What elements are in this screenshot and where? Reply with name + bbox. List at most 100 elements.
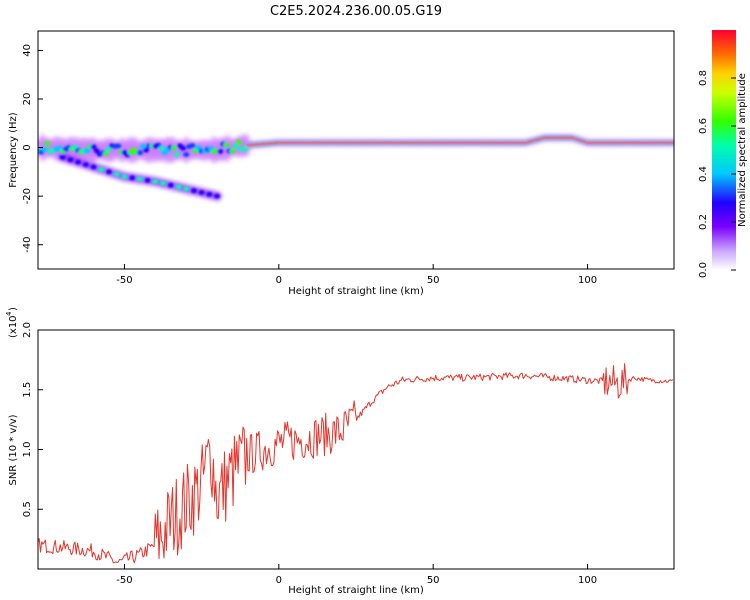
spectrogram-core-cell [521,141,525,144]
spectrogram-core-cell [607,141,611,144]
y-tick-label: 1.5 [22,382,33,398]
spectrogram-core-cell [650,141,654,144]
spectrogram-core-cell [246,143,250,147]
spectrogram-core-cell [471,141,475,144]
spectrogram-core-cell [98,166,105,172]
spectrogram-core-cell [305,141,309,144]
spectrogram-core-cell [601,141,605,144]
spectrogram-core-cell [533,139,537,142]
spectrogram-core-cell [419,141,423,144]
spectrogram-core-cell [90,144,97,150]
spectrogram-core-cell [160,180,167,186]
spectrogram-core-cell [576,138,580,141]
spectrogram-core-cell [286,141,290,144]
spectrogram-core-cell [413,141,417,144]
snr-scale-exponent: 4 [5,311,13,316]
spectrogram-core-cell [502,141,506,144]
spectrogram-core-cell [158,145,165,151]
y-tick-label: -20 [22,188,33,204]
spectrogram-core-cell [641,141,645,144]
x-tick-label: 0 [276,275,282,286]
spectrogram-core-cell [613,141,617,144]
colorbar-tick-label: 0.4 [698,166,709,182]
spectrogram-core-cell [499,141,503,144]
spectrogram-core-cell [301,141,306,144]
y-tick-label: 0 [22,144,33,150]
spectrogram-core-cell [416,141,420,144]
spectrogram-core-cell [223,142,230,148]
spectrogram-core-cell [175,184,182,190]
spectrogram-core-cell [274,141,278,145]
spectrogram-core-cell [422,141,426,144]
spectrogram-core-cell [425,141,429,144]
spectrogram-core-cell [511,141,516,144]
colorbar-tick-label: 0.0 [698,262,709,278]
spectrogram-core-cell [252,143,256,146]
spectrogram-core-cell [508,141,512,144]
spectrogram-core-cell [363,141,367,144]
spectrogram-core-cell [558,136,562,140]
spectrogram-core-cell [644,141,648,144]
snr-x-label: Height of straight line (km) [288,585,424,596]
spectrogram-core-cell [589,141,593,144]
spectrogram-core-cell [332,141,336,144]
spectrogram-core-cell [183,151,190,157]
snr-scale-label: (x10 4 ) [5,307,19,338]
spectrogram-core-cell [518,141,522,144]
spectrogram-core-cell [139,143,146,149]
spectrogram-core-cell [555,136,559,140]
spectrogram-core-cell [385,141,389,144]
spectrogram-core-cell [656,141,661,144]
spectrogram-core-cell [477,141,482,144]
spectrogram-core-cell [206,191,213,197]
spectrogram-core-cell [136,150,143,156]
spectrogram-core-cell [487,141,491,144]
spectrogram-core-cell [249,143,253,147]
y-tick-label: -40 [22,237,33,253]
spectrogram-core-cell [428,141,432,144]
spectrogram-core-cell [632,141,636,144]
spectrogram-core-cell [496,141,500,144]
spectrogram-core-cell [638,141,642,144]
spectrogram-core-cell [354,141,358,144]
spectrogram-core-cell [666,141,670,144]
spectrogram-core-cell [180,145,187,151]
colorbar-label: Normalized spectral amplitude [737,73,748,227]
spectrogram-core-cell [342,141,346,144]
spectrogram-core-cell [403,141,407,144]
spectrogram-core-cell [570,136,574,140]
spectrogram-core-cell [619,141,624,144]
spectrogram-core-cell [663,141,667,144]
spectrogram-core-cell [592,141,596,144]
spectrogram-core-cell [75,159,82,165]
spectrogram-core-cell [235,139,242,145]
spectrogram-core-cell [44,141,51,147]
spectrogram-core-cell [382,141,386,144]
spectrogram-core-cell [616,141,621,144]
spectrogram-core-cell [338,141,343,144]
spectrogram-core-cell [623,141,627,144]
spectrogram-core-cell [144,177,151,183]
spectrogram-core-cell [323,141,327,144]
spectrogram-core-cell [214,193,221,199]
spectrogram-core-cell [579,139,583,142]
spectrogram-core-cell [379,141,383,144]
spectrogram-core-cell [536,138,540,141]
snr-y-label: SNR (10 * v/v) [8,414,19,485]
spectrogram-core-cell [450,141,454,144]
spectrogram-core-cell [564,136,568,140]
y-tick-label: 20 [22,93,33,106]
spectrogram-core-cell [271,142,275,145]
spectrogram-core-cell [400,141,404,144]
spectrogram-core-cell [255,143,259,146]
spectrogram-core-cell [84,148,91,154]
spectrogram-core-cell [626,141,630,144]
spectrogram-core-cell [434,141,438,144]
spectrogram-core-cell [530,139,534,143]
spectrogram-core-cell [320,141,324,144]
spectrogram-core-cell [292,141,296,144]
spectrogram-frame [37,30,675,270]
spectrogram-core-cell [348,141,352,144]
snr-panel: -50 0 50 100 0.5 1.0 1.5 2.0 Height of straigh… [5,307,675,596]
